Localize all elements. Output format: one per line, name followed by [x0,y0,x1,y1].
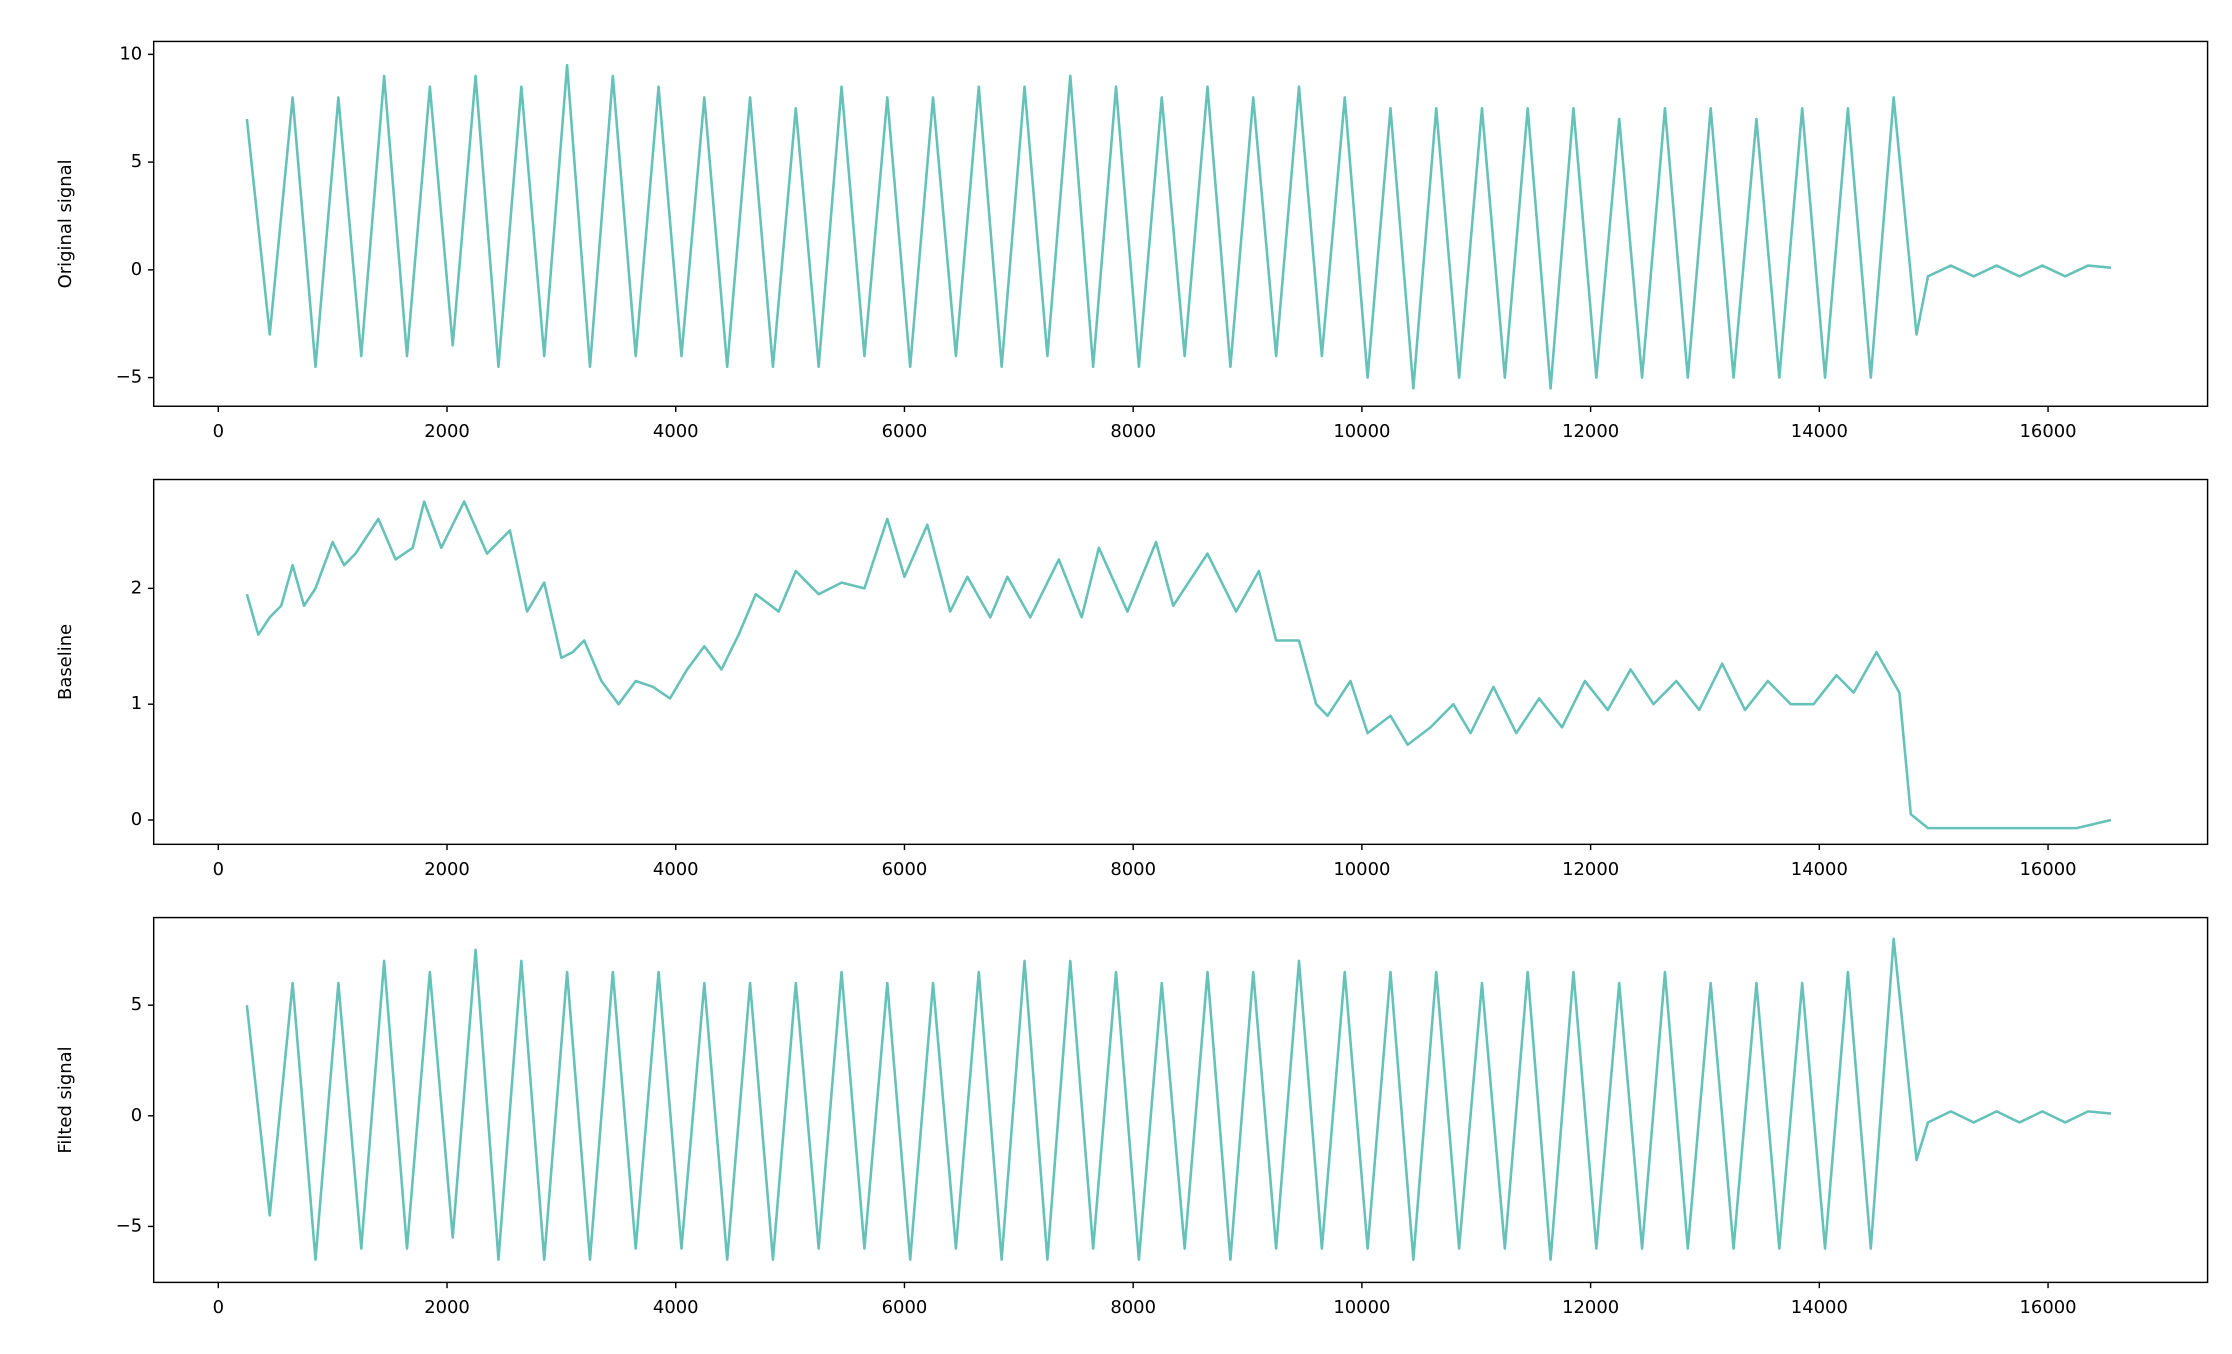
y-tick-label: 5 [131,151,142,172]
y-axis-label: Original signal [55,159,76,288]
x-tick-label: 16000 [2020,859,2077,880]
x-tick-label: 12000 [1562,421,1619,442]
x-tick-label: 12000 [1562,1297,1619,1318]
y-tick-label: 0 [131,1105,142,1126]
x-tick-label: 2000 [424,859,470,880]
x-tick-label: 14000 [1791,1297,1848,1318]
x-tick-label: 8000 [1110,421,1156,442]
y-tick-label: 10 [119,43,142,64]
signal-line [245,937,2112,1261]
x-tick-label: 8000 [1110,1297,1156,1318]
x-tick-label: 16000 [2020,421,2077,442]
x-tick-label: 6000 [882,421,928,442]
x-tick-label: 6000 [882,859,928,880]
x-tick-label: 6000 [882,1297,928,1318]
x-tick-label: 0 [213,421,224,442]
x-tick-label: 14000 [1791,859,1848,880]
y-axis-label: Baseline [55,624,76,700]
x-tick-label: 8000 [1110,859,1156,880]
axes-frame [152,916,2209,1284]
x-tick-label: 2000 [424,1297,470,1318]
signal-line [245,63,2112,390]
x-tick-label: 10000 [1333,421,1390,442]
axes-frame [152,478,2209,846]
x-tick-label: 10000 [1333,1297,1390,1318]
x-tick-label: 4000 [653,1297,699,1318]
y-tick-label: −5 [116,367,142,388]
y-tick-label: 5 [131,994,142,1015]
y-tick-label: −5 [116,1215,142,1236]
x-tick-label: 2000 [424,421,470,442]
x-tick-label: 0 [213,859,224,880]
x-tick-label: 4000 [653,421,699,442]
y-tick-label: 1 [131,693,142,714]
y-tick-label: 0 [131,259,142,280]
signal-line [245,500,2112,830]
x-tick-label: 14000 [1791,421,1848,442]
x-tick-label: 16000 [2020,1297,2077,1318]
x-tick-label: 10000 [1333,859,1390,880]
x-tick-label: 0 [213,1297,224,1318]
y-tick-label: 2 [131,577,142,598]
y-tick-label: 0 [131,809,142,830]
y-axis-label: Filted signal [55,1046,76,1153]
x-tick-label: 12000 [1562,859,1619,880]
axes-frame [152,40,2209,407]
x-tick-label: 4000 [653,859,699,880]
